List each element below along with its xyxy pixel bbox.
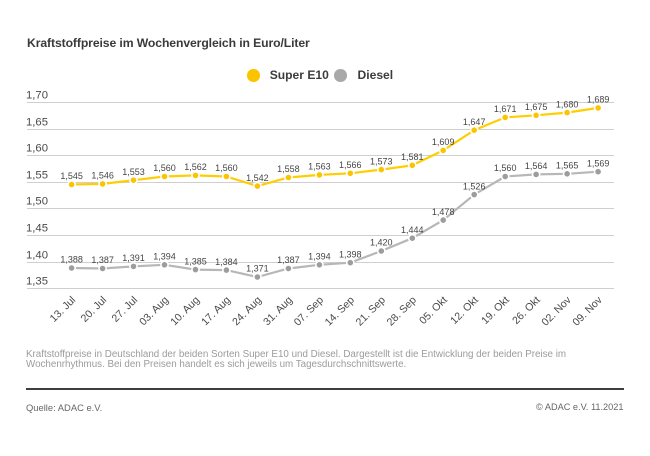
- svg-text:1,398: 1,398: [339, 249, 362, 259]
- svg-text:1,671: 1,671: [494, 104, 517, 114]
- svg-text:20. Jul: 20. Jul: [79, 294, 110, 325]
- svg-text:17. Aug: 17. Aug: [199, 294, 233, 328]
- svg-text:10. Aug: 10. Aug: [168, 294, 202, 328]
- svg-text:1,564: 1,564: [525, 161, 548, 171]
- svg-text:1,675: 1,675: [525, 102, 548, 112]
- svg-text:1,385: 1,385: [184, 256, 207, 266]
- svg-text:1,388: 1,388: [60, 255, 83, 265]
- svg-text:1,565: 1,565: [556, 161, 579, 171]
- svg-text:1,562: 1,562: [184, 162, 207, 172]
- svg-text:31. Aug: 31. Aug: [261, 294, 295, 328]
- svg-text:03. Aug: 03. Aug: [137, 294, 171, 328]
- svg-text:19. Okt: 19. Okt: [479, 294, 512, 327]
- svg-text:1,420: 1,420: [370, 238, 393, 248]
- svg-text:1,371: 1,371: [246, 264, 269, 274]
- svg-text:05. Okt: 05. Okt: [417, 294, 450, 327]
- svg-text:27. Jul: 27. Jul: [110, 294, 141, 325]
- svg-text:1,35: 1,35: [26, 275, 48, 287]
- svg-text:28. Sep: 28. Sep: [385, 294, 419, 328]
- svg-text:1,573: 1,573: [370, 156, 393, 166]
- svg-text:1,394: 1,394: [153, 252, 176, 262]
- svg-text:21. Sep: 21. Sep: [354, 294, 388, 328]
- svg-text:1,60: 1,60: [26, 142, 48, 154]
- svg-text:1,394: 1,394: [308, 252, 331, 262]
- svg-text:1,542: 1,542: [246, 173, 269, 183]
- svg-text:12. Okt: 12. Okt: [448, 294, 481, 327]
- svg-text:14. Sep: 14. Sep: [323, 294, 357, 328]
- svg-text:26. Okt: 26. Okt: [510, 294, 543, 327]
- svg-text:1,569: 1,569: [587, 158, 610, 168]
- svg-text:1,387: 1,387: [91, 255, 114, 265]
- svg-text:24. Aug: 24. Aug: [230, 294, 264, 328]
- svg-text:1,689: 1,689: [587, 95, 610, 105]
- svg-text:1,680: 1,680: [556, 99, 579, 109]
- svg-text:09. Nov: 09. Nov: [570, 294, 605, 329]
- svg-text:1,560: 1,560: [153, 163, 176, 173]
- svg-text:1,546: 1,546: [91, 171, 114, 181]
- svg-text:1,560: 1,560: [494, 163, 517, 173]
- svg-text:1,553: 1,553: [122, 167, 145, 177]
- svg-text:1,581: 1,581: [401, 152, 424, 162]
- svg-text:1,566: 1,566: [339, 160, 362, 170]
- svg-text:1,40: 1,40: [26, 249, 48, 261]
- svg-text:1,560: 1,560: [215, 163, 238, 173]
- svg-text:1,526: 1,526: [463, 181, 486, 191]
- svg-text:1,444: 1,444: [401, 225, 424, 235]
- svg-text:1,609: 1,609: [432, 137, 455, 147]
- svg-text:1,563: 1,563: [308, 162, 331, 172]
- svg-text:1,55: 1,55: [26, 169, 48, 181]
- svg-text:1,45: 1,45: [26, 222, 48, 234]
- svg-text:1,647: 1,647: [463, 117, 486, 127]
- svg-text:1,70: 1,70: [26, 89, 48, 101]
- svg-text:1,478: 1,478: [432, 207, 455, 217]
- svg-text:1,558: 1,558: [277, 164, 300, 174]
- svg-text:13. Jul: 13. Jul: [48, 294, 79, 325]
- svg-text:07. Sep: 07. Sep: [292, 294, 326, 328]
- svg-text:02. Nov: 02. Nov: [539, 294, 574, 329]
- svg-text:1,387: 1,387: [277, 255, 300, 265]
- svg-text:1,391: 1,391: [122, 253, 145, 263]
- svg-text:1,384: 1,384: [215, 257, 238, 267]
- svg-text:1,545: 1,545: [60, 171, 83, 181]
- svg-text:1,50: 1,50: [26, 195, 48, 207]
- svg-text:1,65: 1,65: [26, 116, 48, 128]
